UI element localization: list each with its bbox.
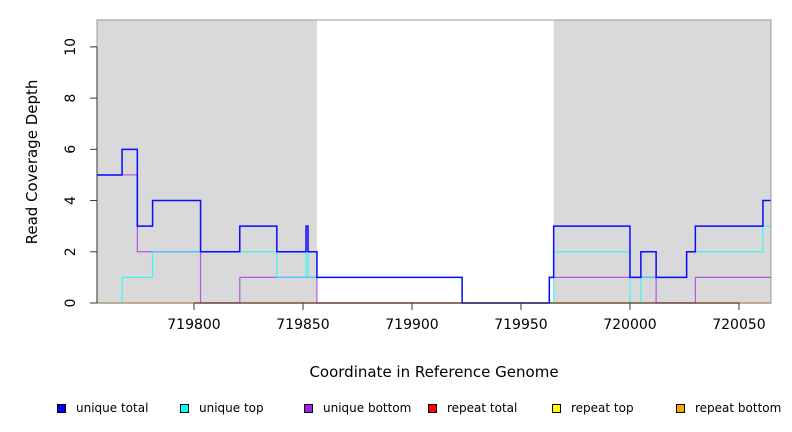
shaded-region <box>97 20 317 303</box>
x-axis-label: Coordinate in Reference Genome <box>309 363 558 381</box>
x-tick-label: 719900 <box>385 317 438 333</box>
x-tick-label: 720050 <box>712 317 765 333</box>
legend-label: repeat top <box>571 401 634 415</box>
y-tick-label: 0 <box>63 299 79 308</box>
legend-label: repeat total <box>447 401 518 415</box>
legend-label: repeat bottom <box>695 401 782 415</box>
x-tick-label: 719950 <box>494 317 547 333</box>
legend-item: repeat bottom <box>676 401 781 415</box>
legend-item: unique top <box>180 401 264 415</box>
x-tick-label: 719800 <box>167 317 220 333</box>
y-tick-label: 8 <box>63 94 79 103</box>
legend-label: unique top <box>199 401 264 415</box>
legend-swatch <box>304 403 313 413</box>
legend-label: unique total <box>76 401 149 415</box>
legend-item: unique total <box>57 401 148 415</box>
x-tick-label: 719850 <box>276 317 329 333</box>
legend: unique total unique top unique bottom repea… <box>0 401 792 417</box>
y-tick-label: 2 <box>63 247 79 256</box>
legend-swatch <box>428 403 437 413</box>
y-axis-label: Read Coverage Depth <box>23 80 41 245</box>
legend-item: unique bottom <box>304 401 411 415</box>
legend-item: repeat top <box>552 401 634 415</box>
legend-swatch <box>552 403 561 413</box>
legend-swatch <box>57 403 66 413</box>
y-tick-label: 4 <box>63 196 79 205</box>
shaded-region <box>553 20 771 303</box>
y-tick-label: 6 <box>63 145 79 154</box>
legend-swatch <box>180 403 189 413</box>
plot-area: 0 2 4 6 8 10 719800 719850 719900 719950 720000 720… <box>23 19 772 381</box>
legend-item: repeat total <box>428 401 517 415</box>
legend-label: unique bottom <box>323 401 412 415</box>
y-tick-label: 10 <box>63 38 79 56</box>
series-unique-total <box>97 148 771 304</box>
x-tick-label: 720000 <box>603 317 656 333</box>
legend-swatch <box>676 403 685 413</box>
